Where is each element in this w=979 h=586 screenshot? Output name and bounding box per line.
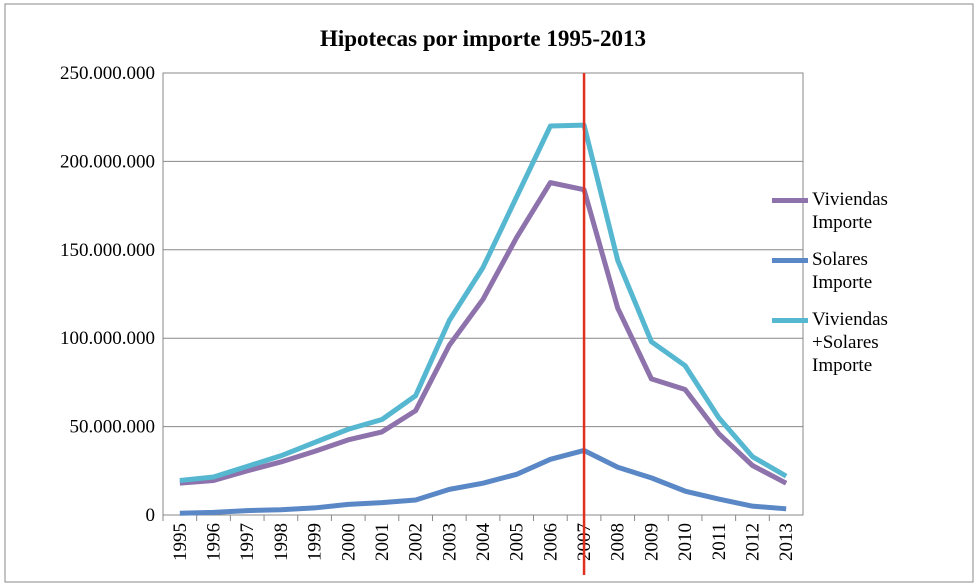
- legend-swatch: [772, 198, 808, 203]
- y-tick-label: 50.000.000: [70, 417, 156, 438]
- x-tick-label: 2003: [439, 523, 460, 561]
- legend-label: Viviendas +Solares Importe: [812, 309, 888, 376]
- x-tick-label: 2002: [406, 523, 427, 561]
- y-tick-label: 250.000.000: [60, 63, 155, 84]
- legend-label: Solares Importe: [812, 249, 873, 293]
- y-tick-label: 100.000.000: [60, 328, 155, 349]
- series-line: [179, 447, 787, 516]
- legend-swatch: [772, 318, 808, 323]
- chart-title: Hipotecas por importe 1995-2013: [320, 26, 646, 51]
- x-tick-label: 2006: [540, 523, 561, 561]
- legend-label: Viviendas Importe: [812, 189, 888, 233]
- y-tick-label: 0: [146, 505, 156, 526]
- x-tick-label: 1995: [170, 523, 191, 561]
- x-tick-label: 2011: [709, 523, 730, 560]
- x-tick-label: 1997: [237, 523, 258, 561]
- legend-item: Viviendas Importe: [772, 188, 892, 234]
- series-line: [179, 122, 788, 484]
- x-tick-label: 2000: [338, 523, 359, 561]
- x-tick-label: 1999: [305, 523, 326, 561]
- plot-frame: [162, 72, 804, 516]
- legend: Viviendas Importe Solares Importe Vivienda…: [772, 188, 892, 391]
- legend-swatch: [772, 258, 808, 263]
- x-tick-label: 2009: [641, 523, 662, 561]
- x-tick-label: 2010: [675, 523, 696, 561]
- x-tick-label: 2012: [742, 523, 763, 561]
- x-tick-label: 2008: [608, 523, 629, 561]
- y-tick-label: 150.000.000: [60, 240, 155, 261]
- series-line: [179, 180, 788, 486]
- x-tick-label: 1998: [271, 523, 292, 561]
- x-tick-label: 1996: [204, 523, 225, 561]
- legend-item: Viviendas +Solares Importe: [772, 308, 892, 377]
- legend-item: Solares Importe: [772, 248, 892, 294]
- x-tick-label: 2013: [776, 523, 797, 561]
- x-tick-label: 2004: [473, 523, 494, 562]
- chart-frame: [4, 3, 974, 583]
- x-tick-label: 2005: [507, 523, 528, 561]
- x-tick-label: 2001: [372, 523, 393, 561]
- y-tick-label: 200.000.000: [60, 151, 155, 172]
